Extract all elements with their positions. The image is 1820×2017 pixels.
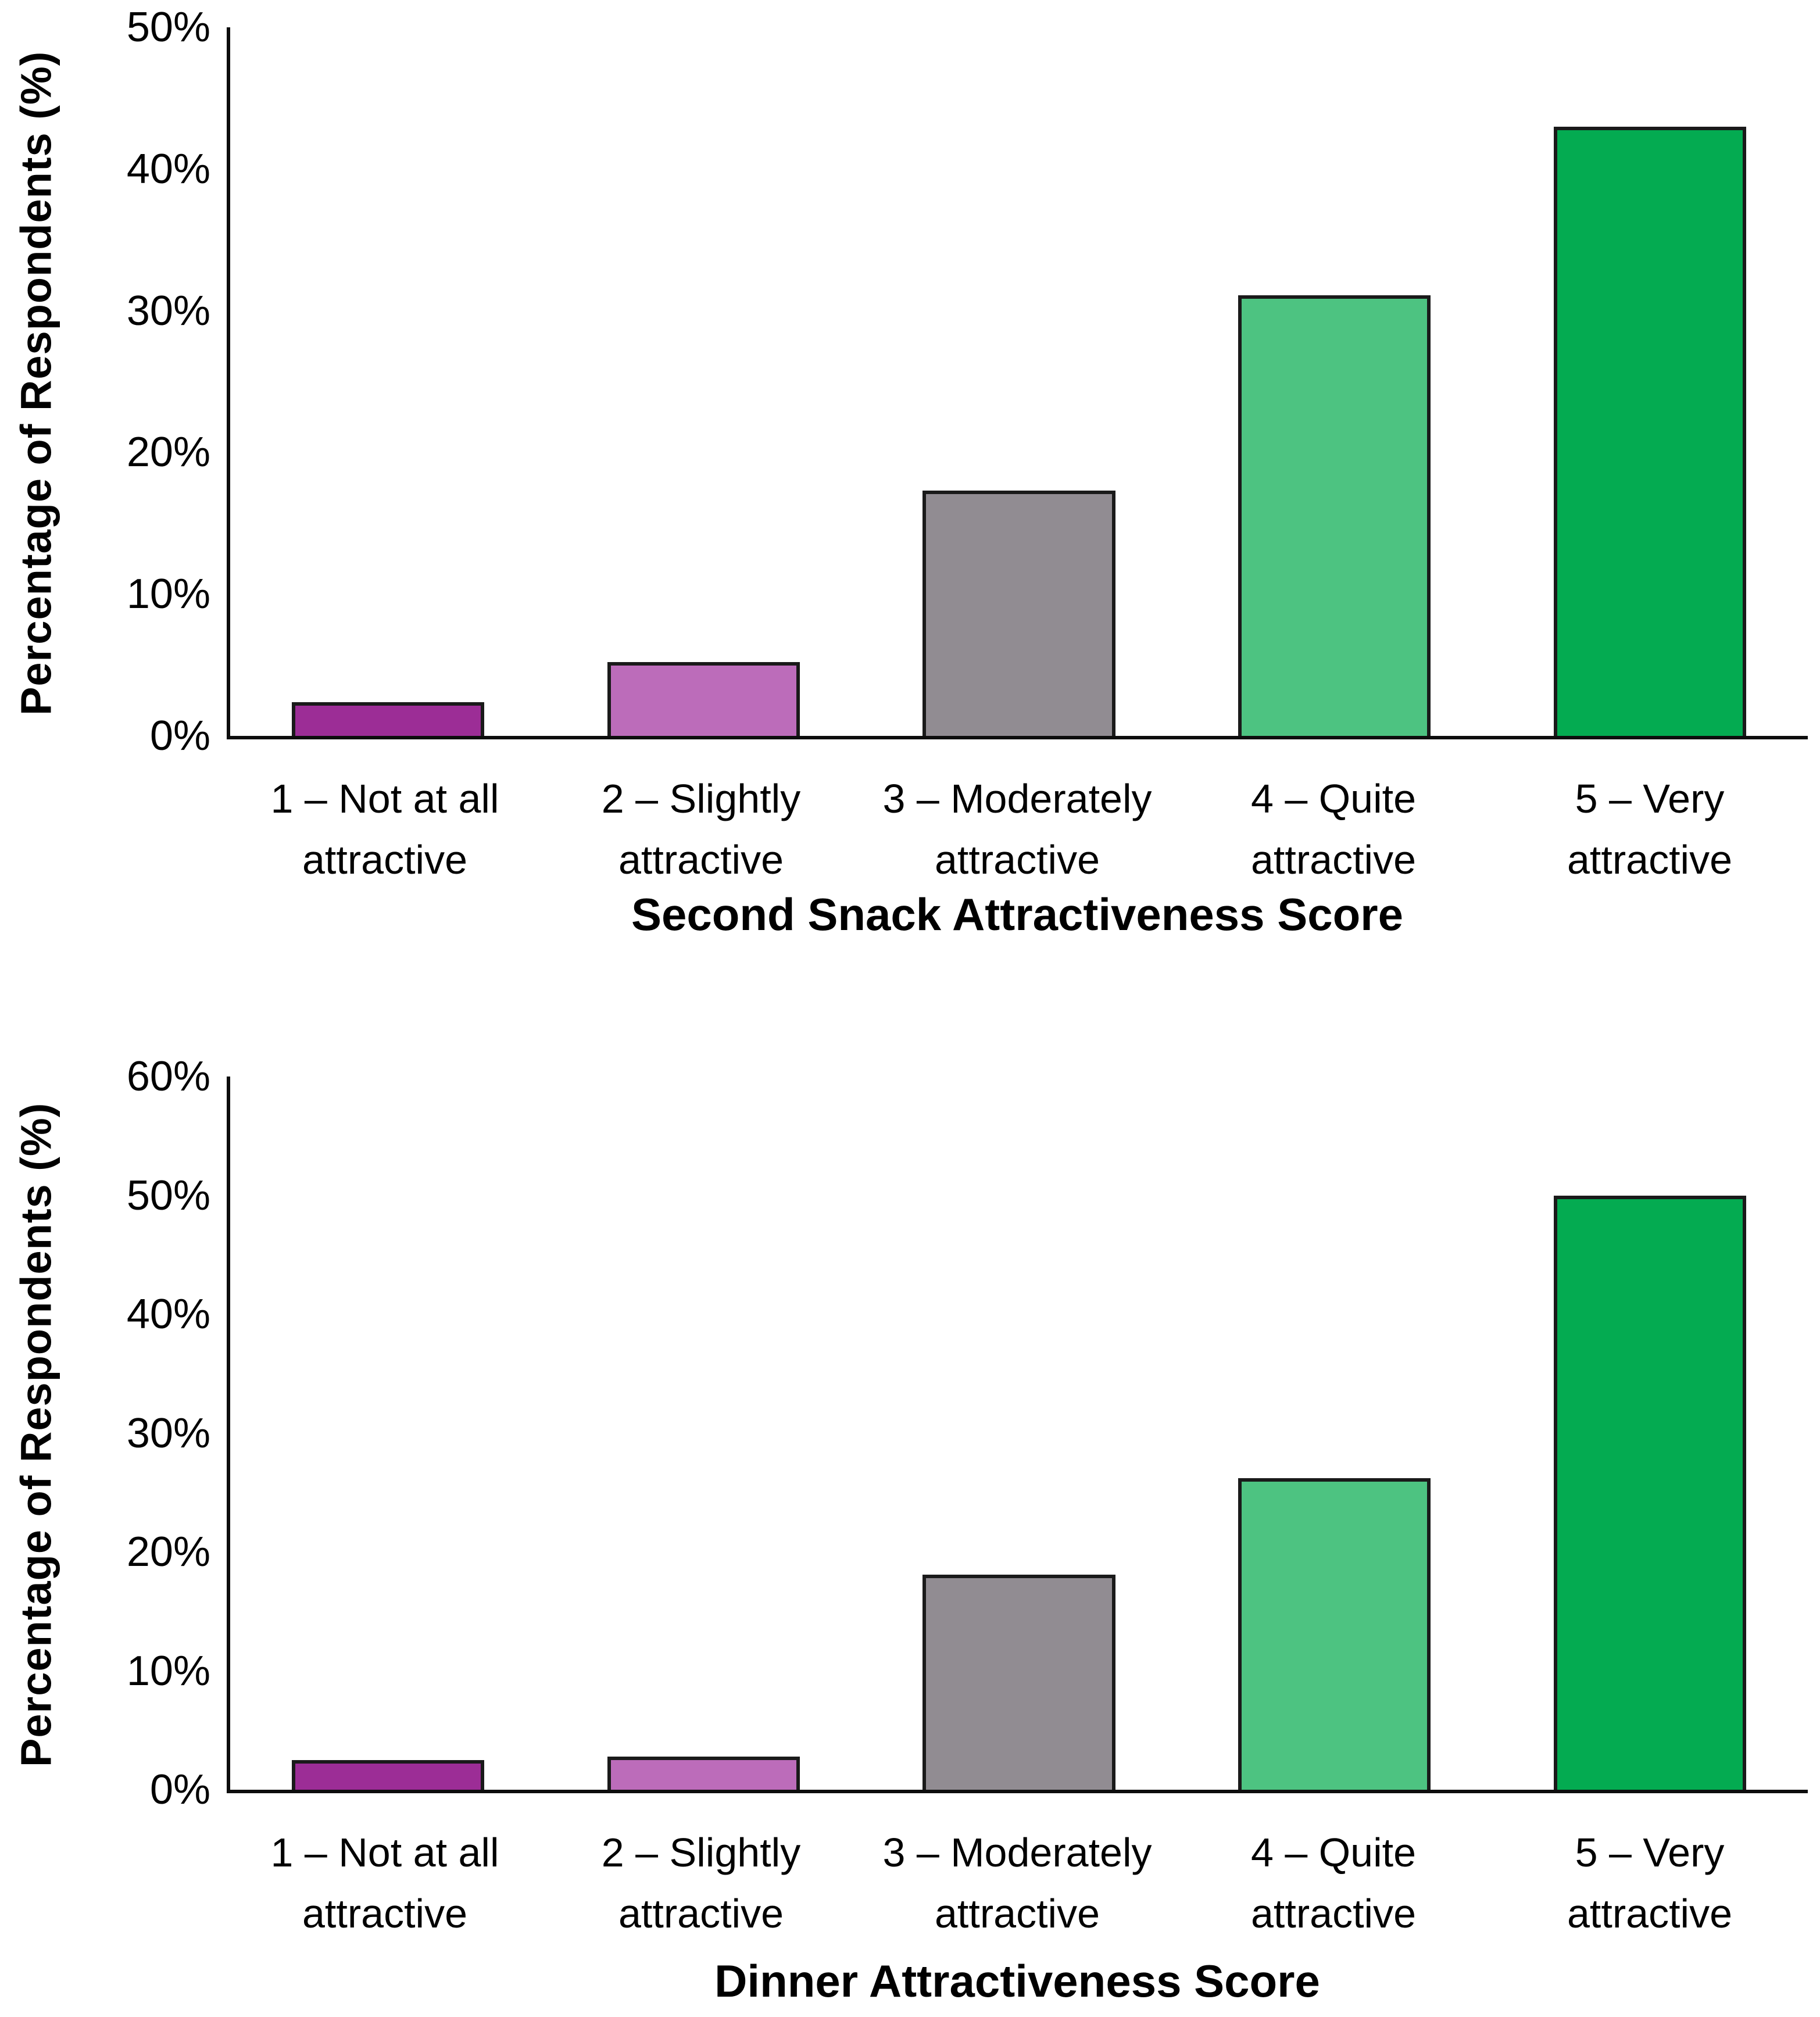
bar	[291, 702, 484, 736]
bar	[1554, 126, 1747, 736]
tick-label: 0%	[149, 1766, 210, 1813]
bar-slot	[1492, 27, 1808, 736]
tick-label: 40%	[126, 145, 210, 192]
tick-label: 30%	[126, 287, 210, 334]
category-label: 1 – Not at all attractive	[270, 776, 499, 882]
x-axis-title: Dinner Attractiveness Score	[714, 1955, 1320, 2007]
bar-slot	[1177, 27, 1492, 736]
bar	[1238, 1478, 1431, 1790]
tick-label: 20%	[126, 1529, 210, 1575]
category-label: 1 – Not at all attractive	[270, 1830, 499, 1936]
x-axis-title: Second Snack Attractiveness Score	[631, 889, 1404, 940]
bar	[1554, 1195, 1747, 1790]
bars	[230, 27, 1808, 736]
tick-label: 50%	[126, 4, 210, 51]
tick-label: 40%	[126, 1291, 210, 1337]
category-label: 2 – Slightly attractive	[601, 1830, 801, 1936]
bar-slot	[861, 27, 1177, 736]
plot-area: 0% 10% 20% 30% 40% 50% 60%	[127, 1056, 1808, 1811]
bars	[230, 1077, 1808, 1790]
category-label: 5 – Very attractive	[1567, 1830, 1732, 1936]
category-label: 2 – Slightly attractive	[601, 776, 801, 882]
tick-label: 10%	[126, 1647, 210, 1694]
y-axis-ticks: 0% 10% 20% 30% 40% 50%	[127, 6, 1808, 757]
bar-slot	[1492, 1077, 1808, 1790]
tick-label: 10%	[126, 571, 210, 618]
y-axis-title: Percentage of Respondents (%)	[12, 1102, 60, 1768]
x-axis-labels: 1 – Not at all attractive 2 – Slightly at…	[227, 768, 1808, 891]
bar-slot	[230, 1077, 546, 1790]
category-label: 4 – Quite attractive	[1250, 776, 1417, 882]
category-label: 3 – Moderately attractive	[882, 776, 1152, 882]
category-label: 5 – Very attractive	[1567, 776, 1732, 882]
category-label: 4 – Quite attractive	[1250, 1830, 1417, 1936]
tick-label: 60%	[126, 1053, 210, 1100]
tick-label: 50%	[126, 1172, 210, 1219]
bar-slot	[546, 27, 861, 736]
tick-label: 20%	[126, 429, 210, 476]
bar-slot	[546, 1077, 861, 1790]
plot-area: 0% 10% 20% 30% 40% 50%	[127, 6, 1808, 757]
bar	[607, 662, 800, 736]
bar	[607, 1756, 800, 1790]
bar-slot	[861, 1077, 1177, 1790]
second-snack-chart: Percentage of Respondents (%) 0% 10% 20% 30…	[0, 0, 1820, 1008]
bar	[1238, 295, 1431, 736]
bar	[922, 1574, 1115, 1790]
tick-label: 30%	[126, 1410, 210, 1457]
bar-slot	[230, 27, 546, 736]
tick-label: 0%	[149, 713, 210, 759]
category-label: 3 – Moderately attractive	[882, 1830, 1152, 1936]
dinner-chart: Percentage of Respondents (%) 0% 10% 20% 30…	[0, 1008, 1820, 2017]
x-axis-labels: 1 – Not at all attractive 2 – Slightly at…	[227, 1822, 1808, 1944]
y-axis-title: Percentage of Respondents (%)	[12, 51, 60, 716]
bar-slot	[1177, 1077, 1492, 1790]
bar	[291, 1759, 484, 1790]
y-axis-ticks: 0% 10% 20% 30% 40% 50% 60%	[127, 1056, 1808, 1811]
bar	[922, 491, 1115, 736]
